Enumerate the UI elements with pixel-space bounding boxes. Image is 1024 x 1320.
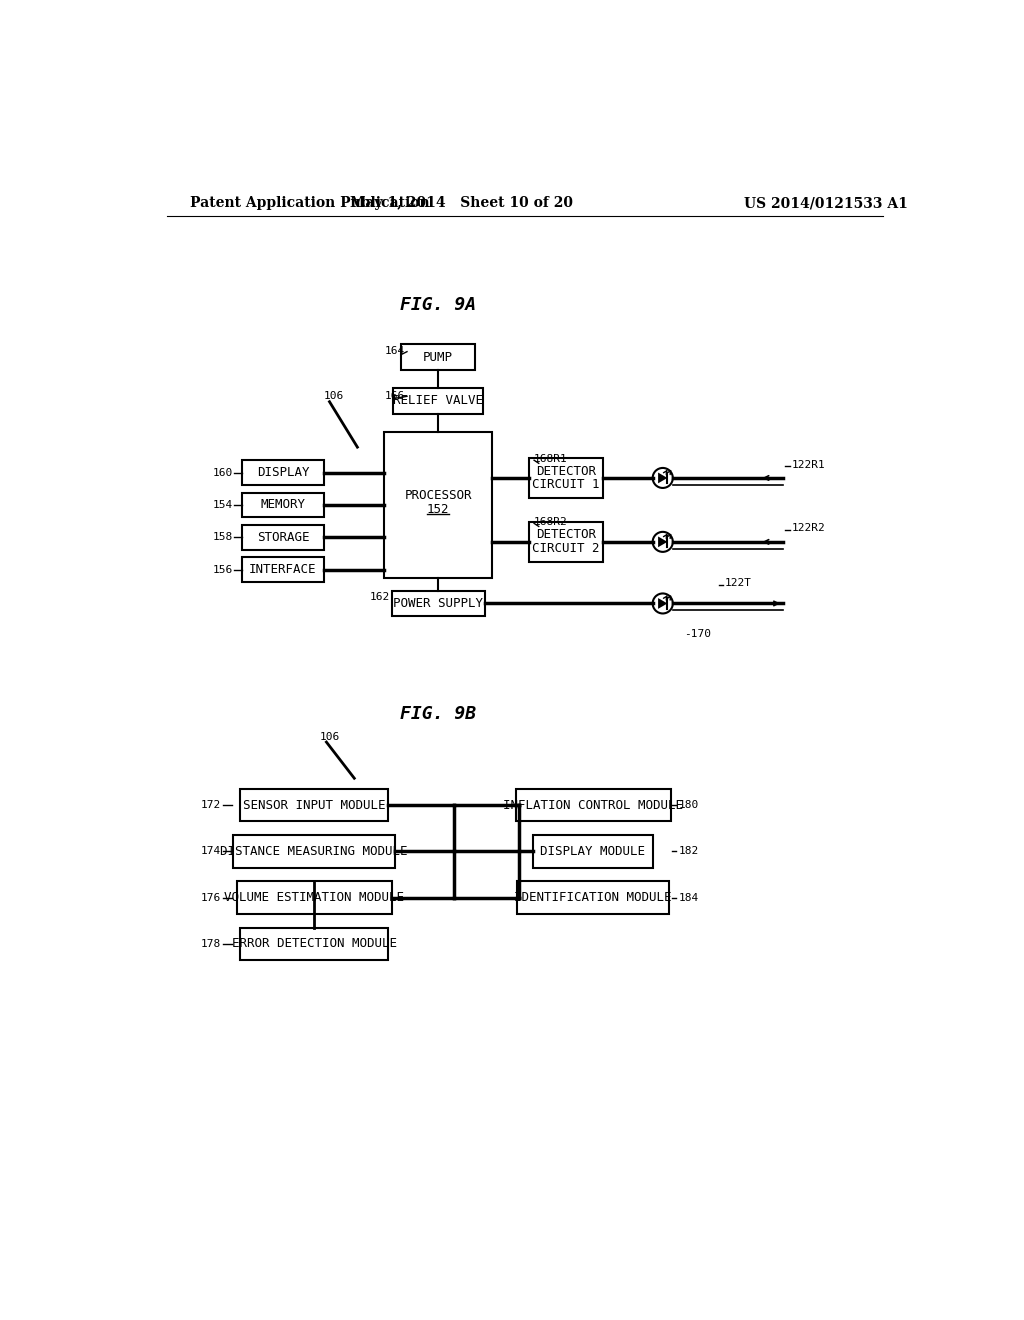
Bar xyxy=(243,557,324,582)
Text: 106: 106 xyxy=(321,733,340,742)
Text: 152: 152 xyxy=(427,503,450,516)
Text: SENSOR INPUT MODULE: SENSOR INPUT MODULE xyxy=(243,799,385,812)
Bar xyxy=(529,458,603,498)
Text: POWER SUPPLY: POWER SUPPLY xyxy=(393,597,483,610)
Text: 160: 160 xyxy=(212,467,232,478)
Text: Patent Application Publication: Patent Application Publication xyxy=(190,197,430,210)
Text: 156: 156 xyxy=(212,565,232,574)
Text: 154: 154 xyxy=(212,500,232,510)
Text: CIRCUIT 2: CIRCUIT 2 xyxy=(532,543,600,556)
Text: FIG. 9B: FIG. 9B xyxy=(400,705,476,723)
Bar xyxy=(232,836,395,867)
Text: -170: -170 xyxy=(684,630,712,639)
Bar xyxy=(529,521,603,562)
Text: DISPLAY MODULE: DISPLAY MODULE xyxy=(541,845,645,858)
Text: PUMP: PUMP xyxy=(423,351,453,363)
Bar xyxy=(532,836,653,867)
Text: INTERFACE: INTERFACE xyxy=(249,564,316,576)
Text: 178: 178 xyxy=(201,939,221,949)
Bar xyxy=(243,525,324,549)
Text: 174: 174 xyxy=(201,846,221,857)
Text: 158: 158 xyxy=(212,532,232,543)
Text: RELIEF VALVE: RELIEF VALVE xyxy=(393,395,483,408)
Text: FIG. 9A: FIG. 9A xyxy=(400,296,476,314)
Bar xyxy=(391,591,484,615)
Text: 176: 176 xyxy=(201,892,221,903)
Text: IDENTIFICATION MODULE: IDENTIFICATION MODULE xyxy=(514,891,672,904)
Polygon shape xyxy=(658,473,668,483)
Text: ERROR DETECTION MODULE: ERROR DETECTION MODULE xyxy=(231,937,396,950)
Text: 122R2: 122R2 xyxy=(792,523,825,533)
Bar xyxy=(243,461,324,484)
Text: PROCESSOR: PROCESSOR xyxy=(404,490,472,502)
Text: VOLUME ESTIMATION MODULE: VOLUME ESTIMATION MODULE xyxy=(224,891,404,904)
Text: DETECTOR: DETECTOR xyxy=(536,465,596,478)
Text: 182: 182 xyxy=(678,846,698,857)
Text: May 1, 2014   Sheet 10 of 20: May 1, 2014 Sheet 10 of 20 xyxy=(350,197,572,210)
Bar xyxy=(515,789,671,821)
Bar xyxy=(243,492,324,517)
Text: STORAGE: STORAGE xyxy=(257,531,309,544)
Text: 172: 172 xyxy=(201,800,221,810)
Text: 180: 180 xyxy=(678,800,698,810)
Text: INFLATION CONTROL MODULE: INFLATION CONTROL MODULE xyxy=(503,799,683,812)
Polygon shape xyxy=(658,598,668,609)
Bar xyxy=(241,789,388,821)
Text: 184: 184 xyxy=(678,892,698,903)
Text: 164: 164 xyxy=(385,346,406,356)
Text: 122R1: 122R1 xyxy=(792,459,825,470)
Text: 162: 162 xyxy=(370,593,390,602)
Bar xyxy=(393,388,482,414)
Text: DETECTOR: DETECTOR xyxy=(536,528,596,541)
Text: CIRCUIT 1: CIRCUIT 1 xyxy=(532,478,600,491)
Bar xyxy=(517,882,669,913)
Bar xyxy=(401,345,475,370)
Bar xyxy=(241,928,388,960)
Text: 166: 166 xyxy=(385,391,406,400)
Text: MEMORY: MEMORY xyxy=(260,499,305,511)
Bar xyxy=(384,432,493,578)
Polygon shape xyxy=(658,536,668,548)
Text: 168R2: 168R2 xyxy=(535,517,568,527)
Text: DISPLAY: DISPLAY xyxy=(257,466,309,479)
Text: 168R1: 168R1 xyxy=(535,454,568,463)
Text: US 2014/0121533 A1: US 2014/0121533 A1 xyxy=(743,197,907,210)
Text: 122T: 122T xyxy=(725,578,752,589)
Bar xyxy=(237,882,391,913)
Text: DISTANCE MEASURING MODULE: DISTANCE MEASURING MODULE xyxy=(220,845,408,858)
Text: 106: 106 xyxy=(324,391,343,400)
